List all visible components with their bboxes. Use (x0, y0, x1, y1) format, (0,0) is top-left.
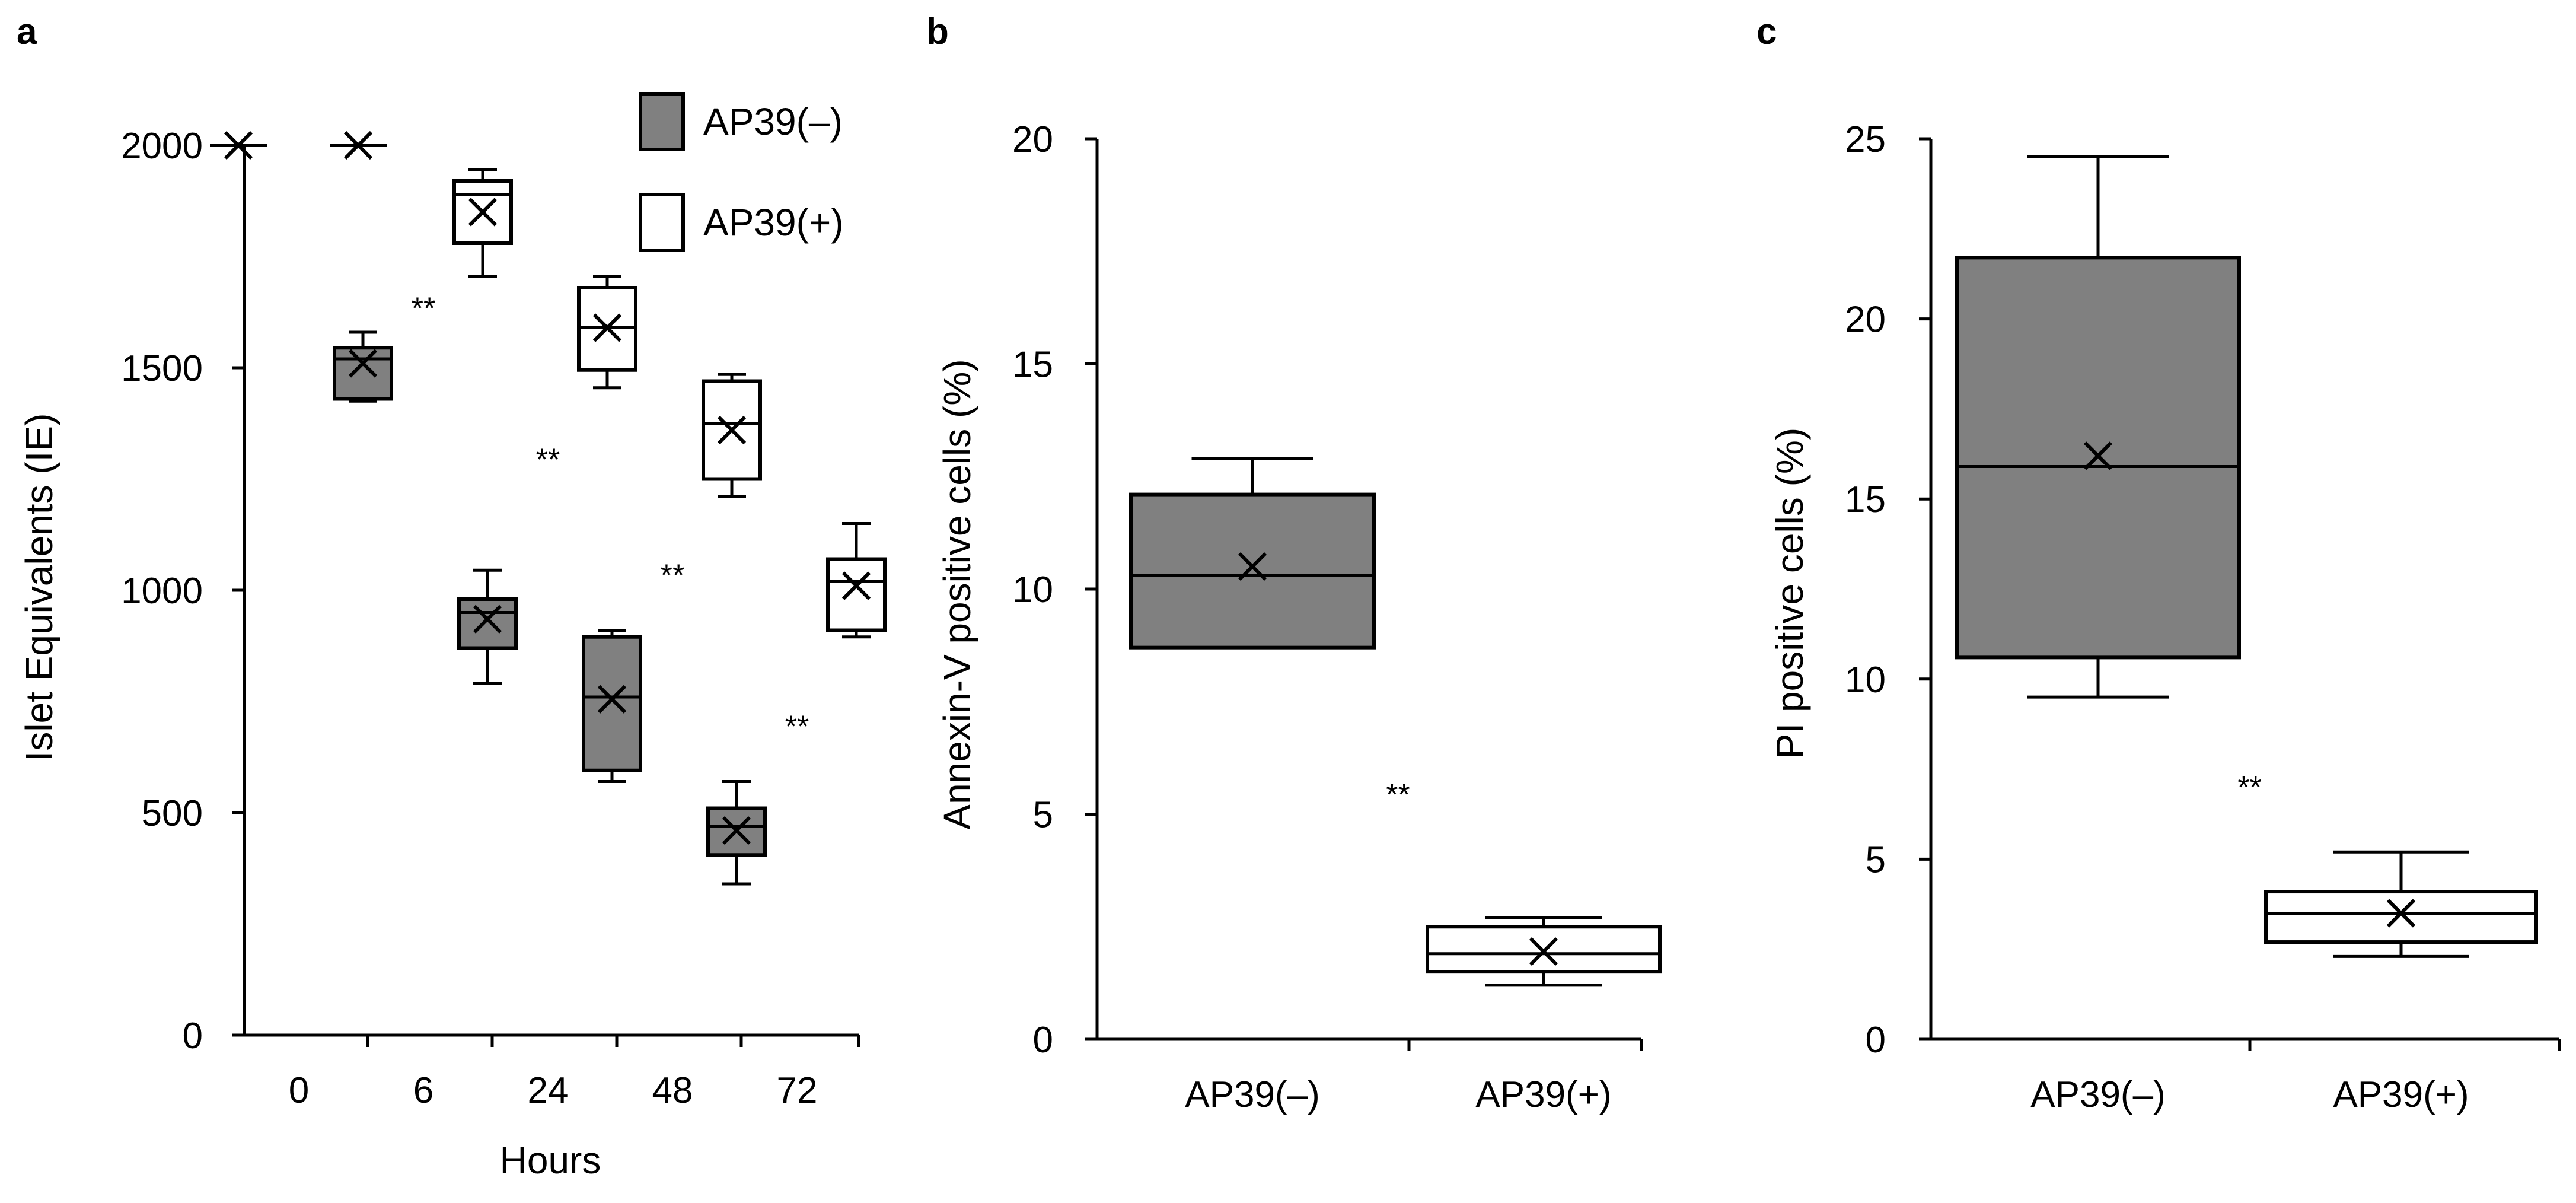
panel-a-box-ap39-6h (452, 168, 513, 278)
panel-b-box-ap39-mean-marker (1238, 552, 1267, 581)
panel-c-x-tick-label-ap39: AP39(+) (2333, 1074, 2469, 1115)
panel-a-x-tick-label-48: 48 (652, 1070, 693, 1111)
panel-a-x-tick-label-0: 0 (289, 1070, 309, 1111)
panel-a-significance-72h: ** (785, 710, 809, 744)
panel-b-y-tick-label-15: 15 (1012, 345, 1053, 386)
panel-a-y-tick-label-1000: 1000 (121, 571, 203, 612)
panel-b-box-ap39-iqr-box (1129, 492, 1376, 650)
panel-a-x-tick-label-6: 6 (413, 1070, 433, 1111)
legend-swatch-ap39-minus (639, 92, 685, 151)
panel-a-box-ap39-48h-iqr-box (582, 635, 642, 772)
panel-b-x-tick-label-ap39: AP39(–) (1185, 1074, 1319, 1115)
panel-c-y-tick-label-15: 15 (1845, 479, 1886, 520)
panel-c-box-ap39-mean-marker (2083, 441, 2113, 470)
panel-a-box-ap39-24h-mean-marker (473, 604, 502, 634)
panel-b-x-tick-label-ap39: AP39(+) (1475, 1074, 1611, 1115)
panel-a-box-ap39-6h-iqr-box (452, 179, 513, 245)
panel-a-box-ap39-24h (457, 568, 518, 685)
panel-c-significance-0: ** (2237, 771, 2261, 805)
panel-a-box-ap39-6h-mean-marker (468, 198, 498, 227)
panel-a-box-ap39-6h-mean-marker (348, 349, 378, 378)
panel-b-box-ap39 (1426, 916, 1662, 987)
panel-a-chart: 0 500 1000 1500 2000 0 6 24 48 72 ** ** ** ** (121, 126, 887, 1111)
panel-a-y-tick-label-500: 500 (142, 793, 203, 834)
panel-a-y-tick-label-2000: 2000 (121, 126, 203, 167)
panel-c-y-tick-label-5: 5 (1866, 839, 1886, 880)
panel-a-box-ap39-6h-iqr-box (333, 346, 393, 401)
panel-c-y-tick-label-0: 0 (1866, 1020, 1886, 1061)
panel-a-legend: AP39(–) AP39(+) (639, 92, 844, 252)
panel-a-x-tick-label-24: 24 (528, 1070, 569, 1111)
panel-b-box-ap39-mean-marker (1529, 937, 1558, 966)
panel-c-box-ap39-mean-marker (2386, 899, 2416, 928)
panel-c-y-tick-label-10: 10 (1845, 660, 1886, 701)
panel-b-significance-0: ** (1386, 778, 1410, 812)
panel-letter-c: c (1756, 11, 1777, 52)
panel-a-box-ap39-48h (702, 373, 762, 498)
panel-letter-a: a (17, 11, 37, 52)
panel-a-x-tick-label-72: 72 (777, 1070, 818, 1111)
panel-a-box-ap39-6h (333, 330, 393, 403)
legend-swatch-ap39-plus (639, 193, 685, 252)
panel-a-box-ap39-0h-mean-marker (224, 131, 253, 160)
panel-a-box-ap39-0h (210, 131, 267, 160)
panel-c-y-tick-label-20: 20 (1845, 300, 1886, 340)
panel-a-significance-48h: ** (661, 559, 684, 593)
panel-a-box-ap39-24h-iqr-box (457, 597, 518, 650)
panel-b-y-tick-label-10: 10 (1012, 569, 1053, 610)
panel-a-box-ap39-48h-mean-marker (597, 685, 627, 714)
panel-c-y-tick-label-25: 25 (1845, 119, 1886, 160)
panel-c-chart: 0 5 10 15 20 25 AP39(–) AP39(+) ** (1845, 119, 2561, 1115)
panel-a-y-tick-label-0: 0 (183, 1016, 203, 1056)
panel-a-box-ap39-0h-mean-marker (343, 131, 373, 160)
panel-a-y-axis-title: Islet Equivalents (IE) (18, 413, 60, 762)
panel-c-box-ap39 (1955, 155, 2241, 699)
panel-a-box-ap39-72h-mean-marker (722, 816, 751, 845)
panel-a-box-ap39-48h-mean-marker (717, 415, 747, 445)
panel-c-box-ap39 (2264, 850, 2538, 958)
panel-a-x-axis-title: Hours (500, 1139, 601, 1182)
panel-b-chart: 0 5 10 15 20 AP39(–) AP39(+) ** (1012, 119, 1662, 1115)
panel-a-y-tick-label-1500: 1500 (121, 348, 203, 389)
panel-letter-b: b (926, 11, 949, 52)
panel-a-box-ap39-72h (706, 780, 767, 886)
legend-label-ap39-minus: AP39(–) (703, 100, 843, 143)
legend-label-ap39-plus: AP39(+) (703, 201, 844, 244)
panel-b-box-ap39 (1129, 457, 1376, 650)
panel-a-box-ap39-72h-mean-marker (841, 571, 871, 600)
panel-a-significance-24h: ** (536, 443, 560, 478)
panel-a-box-ap39-24h (577, 275, 637, 390)
panel-a-box-ap39-48h (582, 629, 642, 783)
panel-b-y-axis-title: Annexin-V positive cells (%) (936, 359, 978, 829)
panel-a-box-ap39-72h-iqr-box (826, 557, 887, 632)
panel-c-x-tick-label-ap39: AP39(–) (2030, 1074, 2165, 1115)
panel-c-box-ap39-iqr-box (2264, 890, 2538, 944)
panel-c-y-axis-title: PI positive cells (%) (1768, 428, 1811, 759)
panel-b-y-tick-label-0: 0 (1033, 1020, 1053, 1061)
panel-a-box-ap39-72h (826, 522, 887, 639)
panel-a-significance-6h: ** (412, 292, 435, 326)
panel-a-box-ap39-0h (330, 131, 387, 160)
panel-b-y-tick-label-5: 5 (1033, 795, 1053, 836)
panel-b-y-tick-label-20: 20 (1012, 119, 1053, 160)
panel-a-box-ap39-24h-mean-marker (592, 313, 622, 342)
